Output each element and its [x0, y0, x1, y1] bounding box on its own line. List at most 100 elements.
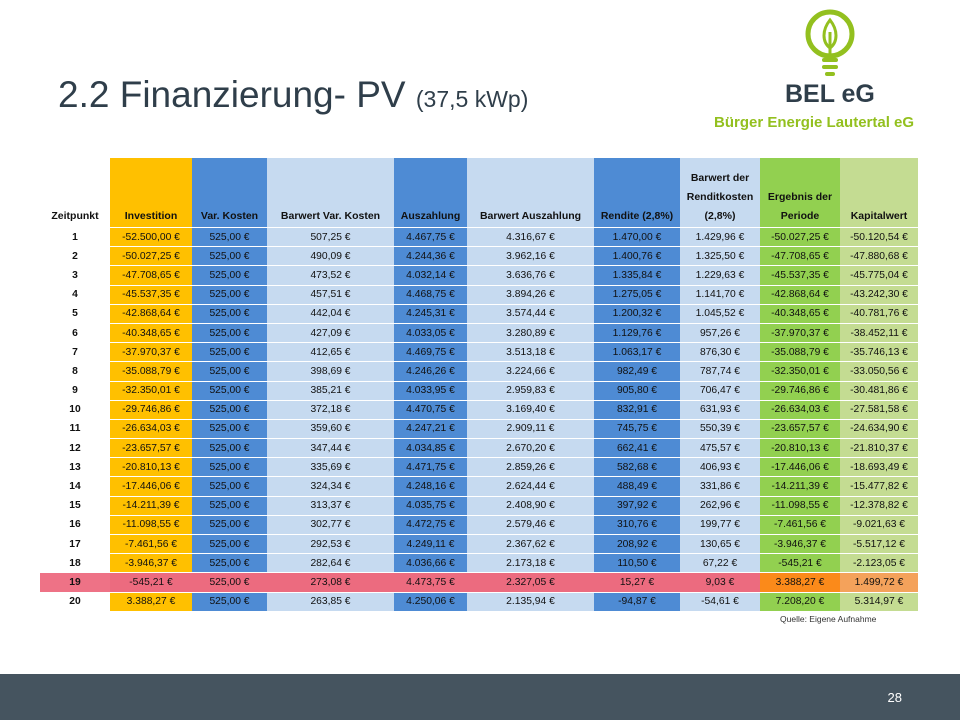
table-cell: 4.249,11 € [394, 533, 467, 554]
table-cell: 525,00 € [192, 572, 267, 593]
table-cell: -35.088,79 € [110, 361, 192, 381]
header-zeitpunkt: Zeitpunkt [40, 158, 110, 228]
table-cell: 310,76 € [594, 514, 680, 535]
table-cell: 525,00 € [192, 457, 267, 477]
table-cell: -33.050,56 € [840, 361, 918, 381]
table-cell: 3.513,18 € [467, 342, 594, 362]
header-var-kosten: Var. Kosten [192, 158, 267, 228]
table-row: 2 -50.027,25 €525,00 €490,09 €4.244,36 €3… [40, 246, 918, 266]
table-cell: 18 [40, 553, 110, 573]
table-cell: 335,69 € [267, 457, 394, 477]
table-cell: 4.247,21 € [394, 418, 467, 439]
table-cell: -94,87 € [594, 591, 680, 611]
table-cell: 313,37 € [267, 495, 394, 516]
table-cell: 359,60 € [267, 418, 394, 439]
slide-title-main: 2.2 Finanzierung- PV [58, 74, 406, 115]
logo-tagline: Bürger Energie Lautertal eG [714, 114, 915, 131]
table-cell: 302,77 € [267, 514, 394, 535]
table-cell: 3.894,26 € [467, 284, 594, 305]
table-cell: 631,93 € [680, 399, 760, 420]
table-cell: 706,47 € [680, 380, 760, 401]
table-cell: -42.868,64 € [760, 284, 840, 305]
table-cell: 1.275,05 € [594, 284, 680, 305]
table-cell: 3.169,40 € [467, 399, 594, 420]
table-row: 10 -29.746,86 €525,00 €372,18 €4.470,75 €… [40, 399, 918, 420]
table-cell: 2.408,90 € [467, 495, 594, 516]
lightbulb-icon [805, 9, 855, 76]
table-row: 13 -20.810,13 €525,00 €335,69 €4.471,75 €… [40, 457, 918, 477]
table-cell: -40.781,76 € [840, 303, 918, 324]
table-cell: -14.211,39 € [110, 495, 192, 516]
table-cell: 488,49 € [594, 476, 680, 497]
table-row: 4 -45.537,35 €525,00 €457,51 €4.468,75 €3… [40, 284, 918, 305]
source-note: Quelle: Eigene Aufnahme [780, 614, 877, 624]
table-cell: 282,64 € [267, 553, 394, 573]
table-cell: -37.970,37 € [760, 322, 840, 343]
table-row: 5 -42.868,64 €525,00 €442,04 €4.245,31 €3… [40, 303, 918, 324]
table-cell: -15.477,82 € [840, 476, 918, 497]
table-cell: 4 [40, 284, 110, 305]
table-cell: -545,21 € [110, 572, 192, 593]
table-cell: -45.537,35 € [110, 284, 192, 305]
table-cell: -20.810,13 € [110, 457, 192, 477]
table-cell: 876,30 € [680, 342, 760, 362]
table-cell: 525,00 € [192, 514, 267, 535]
header-rendite: Rendite (2,8%) [594, 158, 680, 228]
table-cell: 4.250,06 € [394, 591, 467, 611]
table-cell: 7.208,20 € [760, 591, 840, 611]
table-cell: 20 [40, 591, 110, 611]
table-cell: -12.378,82 € [840, 495, 918, 516]
table-cell: -30.481,86 € [840, 380, 918, 401]
table-cell: 4.036,66 € [394, 553, 467, 573]
table-cell: 832,91 € [594, 399, 680, 420]
table-row: 12 -23.657,57 €525,00 €347,44 €4.034,85 €… [40, 438, 918, 458]
table-cell: 1.045,52 € [680, 303, 760, 324]
table-cell: -23.657,57 € [760, 418, 840, 439]
table-row: 17 -7.461,56 €525,00 €292,53 €4.249,11 €2… [40, 533, 918, 554]
table-cell: 19 [40, 572, 110, 593]
table-row: 20 3.388,27 €525,00 €263,85 €4.250,06 €2.… [40, 591, 918, 611]
table-cell: 4.035,75 € [394, 495, 467, 516]
table-cell: -24.634,90 € [840, 418, 918, 439]
table-cell: 3.224,66 € [467, 361, 594, 381]
table-cell: 525,00 € [192, 246, 267, 266]
table-cell: 1.200,32 € [594, 303, 680, 324]
table-cell: 982,49 € [594, 361, 680, 381]
table-cell: 385,21 € [267, 380, 394, 401]
table-cell: 3 [40, 265, 110, 286]
table-cell: -17.446,06 € [760, 457, 840, 477]
table-cell: 16 [40, 514, 110, 535]
table-cell: 2.859,26 € [467, 457, 594, 477]
table-row: 16 -11.098,55 €525,00 €302,77 €4.472,75 €… [40, 514, 918, 535]
financing-table: Zeitpunkt Investition Var. Kosten Barwer… [40, 158, 918, 611]
table-cell: 4.033,05 € [394, 322, 467, 343]
table-cell: -26.634,03 € [760, 399, 840, 420]
table-cell: 525,00 € [192, 591, 267, 611]
page-number: 28 [887, 690, 902, 705]
table-cell: -14.211,39 € [760, 476, 840, 497]
table-cell: 525,00 € [192, 322, 267, 343]
table-cell: 412,65 € [267, 342, 394, 362]
table-cell: -26.634,03 € [110, 418, 192, 439]
table-cell: 208,92 € [594, 533, 680, 554]
table-cell: 4.470,75 € [394, 399, 467, 420]
table-cell: 2 [40, 246, 110, 266]
table-cell: -50.120,54 € [840, 226, 918, 247]
table-cell: -7.461,56 € [110, 533, 192, 554]
table-cell: 427,09 € [267, 322, 394, 343]
slide-title: 2.2 Finanzierung- PV (37,5 kWp) [58, 74, 528, 116]
table-cell: 292,53 € [267, 533, 394, 554]
table-cell: -5.517,12 € [840, 533, 918, 554]
table-cell: 5 [40, 303, 110, 324]
table-cell: 787,74 € [680, 361, 760, 381]
table-cell: 2.367,62 € [467, 533, 594, 554]
table-cell: 1.063,17 € [594, 342, 680, 362]
table-cell: 490,09 € [267, 246, 394, 266]
table-cell: -32.350,01 € [760, 361, 840, 381]
table-cell: 1.229,63 € [680, 265, 760, 286]
table-cell: -17.446,06 € [110, 476, 192, 497]
table-cell: 662,41 € [594, 438, 680, 458]
table-cell: 9,03 € [680, 572, 760, 593]
table-cell: 3.962,16 € [467, 246, 594, 266]
table-cell: 4.244,36 € [394, 246, 467, 266]
